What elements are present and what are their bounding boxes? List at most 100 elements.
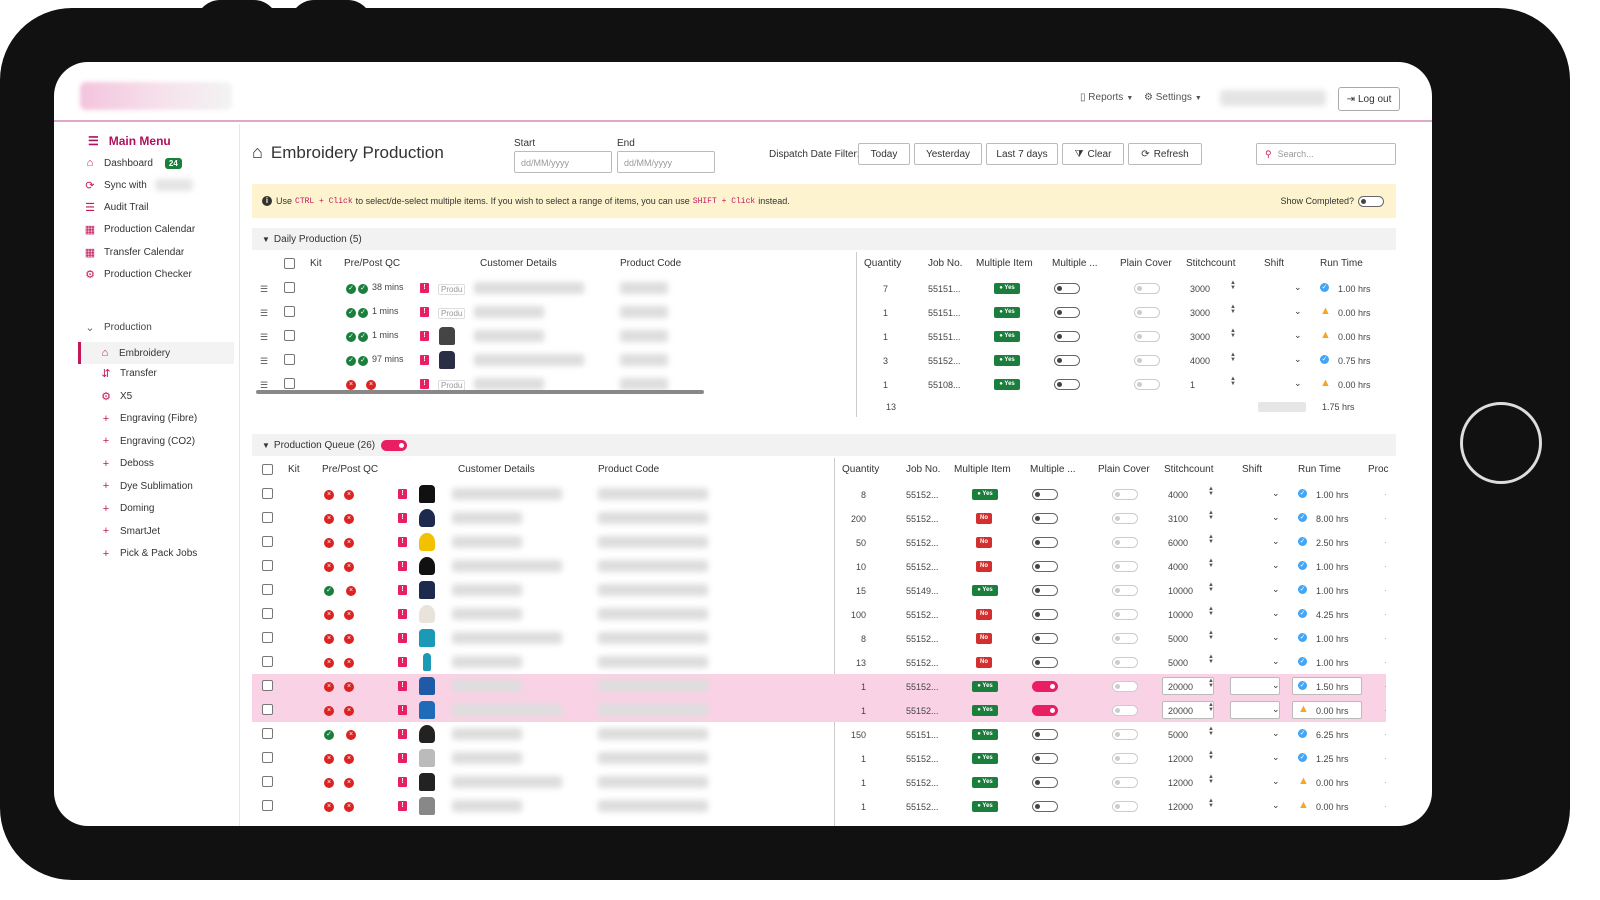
- priority-flag-icon[interactable]: !: [398, 633, 407, 643]
- stepper-icon[interactable]: ▲ ▼: [1208, 582, 1214, 593]
- priority-flag-icon[interactable]: !: [398, 513, 407, 523]
- stitchcount-value[interactable]: 1: [1190, 380, 1196, 390]
- priority-flag-icon[interactable]: !: [420, 307, 429, 317]
- plain-cover-toggle[interactable]: [1112, 753, 1138, 764]
- chevron-down-icon[interactable]: ⌄: [1272, 608, 1280, 618]
- stepper-icon[interactable]: ▲ ▼: [1208, 750, 1214, 761]
- row-checkbox[interactable]: [284, 306, 295, 317]
- job-number[interactable]: 55152...: [906, 634, 939, 644]
- priority-flag-icon[interactable]: !: [398, 729, 407, 739]
- stepper-icon[interactable]: ▲ ▼: [1208, 510, 1214, 521]
- stepper-icon[interactable]: ▲ ▼: [1230, 304, 1236, 315]
- job-number[interactable]: 55152...: [906, 778, 939, 788]
- stepper-icon[interactable]: ▲ ▼: [1208, 702, 1214, 713]
- chevron-down-icon[interactable]: ⌄: [1294, 378, 1302, 388]
- column-header-qc[interactable]: Pre/Post QC: [322, 464, 379, 475]
- plain-cover-toggle[interactable]: [1112, 729, 1138, 740]
- job-number[interactable]: 55152...: [906, 538, 939, 548]
- column-header-shift[interactable]: Shift: [1264, 258, 1285, 269]
- job-number[interactable]: 55108...: [928, 380, 961, 390]
- sidebar-subitem[interactable]: + Deboss: [100, 455, 154, 473]
- multiple-toggle[interactable]: [1032, 705, 1058, 716]
- chevron-down-icon[interactable]: ⌄: [1272, 776, 1280, 786]
- plain-cover-toggle[interactable]: [1134, 355, 1160, 366]
- multiple-toggle[interactable]: [1032, 609, 1058, 620]
- stepper-icon[interactable]: ▲ ▼: [1208, 774, 1214, 785]
- multiple-toggle[interactable]: [1054, 307, 1080, 318]
- table-row[interactable]: × ×! 1 55152... ● Yes 12000 ▲ ▼ ⌄ ✓ 1.25 hrs ·: [252, 746, 1387, 770]
- stepper-icon[interactable]: ▲ ▼: [1230, 376, 1236, 387]
- priority-flag-icon[interactable]: !: [398, 561, 407, 571]
- chevron-down-icon[interactable]: ⌄: [1272, 800, 1280, 810]
- column-header-plain[interactable]: Plain Cover: [1098, 464, 1150, 475]
- plain-cover-toggle[interactable]: [1134, 283, 1160, 294]
- plain-cover-toggle[interactable]: [1112, 801, 1138, 812]
- table-row[interactable]: ☰ ✓ ✓ 1 mins! 1 55151... ● Yes 3000 ▲ ▼ ⌄ ▲ 0.00 hr…: [252, 324, 1386, 348]
- multiple-toggle[interactable]: [1032, 489, 1058, 500]
- end-date-input[interactable]: dd/MM/yyyy: [617, 151, 715, 173]
- table-row[interactable]: × ×! 100 55152... No 10000 ▲ ▼ ⌄ ✓ 4.25 hrs ·: [252, 602, 1387, 626]
- priority-flag-icon[interactable]: !: [398, 753, 407, 763]
- multiple-toggle[interactable]: [1032, 801, 1058, 812]
- plain-cover-toggle[interactable]: [1112, 513, 1138, 524]
- priority-flag-icon[interactable]: !: [420, 379, 429, 389]
- stitchcount-value[interactable]: 12000: [1168, 778, 1194, 788]
- shift-select[interactable]: [1230, 701, 1280, 719]
- row-checkbox[interactable]: [262, 512, 273, 523]
- plain-cover-toggle[interactable]: [1112, 705, 1138, 716]
- column-header-stitch[interactable]: Stitchcount: [1164, 464, 1214, 475]
- stitchcount-value[interactable]: 5000: [1168, 658, 1189, 668]
- row-checkbox[interactable]: [284, 354, 295, 365]
- multiple-toggle[interactable]: [1032, 561, 1058, 572]
- row-checkbox[interactable]: [262, 608, 273, 619]
- row-checkbox[interactable]: [262, 776, 273, 787]
- sidebar-subitem[interactable]: ⇵ Transfer: [100, 365, 156, 383]
- start-date-input[interactable]: dd/MM/yyyy: [514, 151, 612, 173]
- plain-cover-toggle[interactable]: [1134, 331, 1160, 342]
- show-completed-toggle[interactable]: [1358, 195, 1384, 207]
- stepper-icon[interactable]: ▲ ▼: [1208, 606, 1214, 617]
- stitchcount-input[interactable]: [1162, 677, 1214, 695]
- job-number[interactable]: 55152...: [906, 514, 939, 524]
- sidebar-subitem[interactable]: + Dye Sublimation: [100, 477, 193, 495]
- multiple-toggle[interactable]: [1054, 283, 1080, 294]
- table-row[interactable]: × ×! 1 55152... ● Yes 12000 ▲ ▼ ⌄ ▲ 0.00 hrs ·: [252, 794, 1387, 818]
- stitchcount-value[interactable]: 12000: [1168, 802, 1194, 812]
- stitchcount-value[interactable]: 10000: [1168, 610, 1194, 620]
- chevron-down-icon[interactable]: ⌄: [1272, 656, 1280, 666]
- daily-production-header[interactable]: ▼ Daily Production (5): [252, 228, 1396, 250]
- yesterday-button[interactable]: Yesterday: [914, 143, 982, 165]
- job-number[interactable]: 55151...: [928, 284, 961, 294]
- tablet-home-button[interactable]: [1460, 402, 1542, 484]
- priority-flag-icon[interactable]: !: [398, 489, 407, 499]
- production-queue-header[interactable]: ▼ Production Queue (26): [252, 434, 1396, 456]
- chevron-down-icon[interactable]: ⌄: [1272, 536, 1280, 546]
- job-number[interactable]: 55151...: [928, 308, 961, 318]
- sidebar-subitem[interactable]: + Doming: [100, 500, 155, 518]
- sidebar-subitem[interactable]: + Pick & Pack Jobs: [100, 545, 197, 563]
- column-header-customer[interactable]: Customer Details: [480, 258, 557, 269]
- refresh-button[interactable]: ⟳ Refresh: [1128, 143, 1202, 165]
- stepper-icon[interactable]: ▲ ▼: [1230, 352, 1236, 363]
- multiple-toggle[interactable]: [1054, 331, 1080, 342]
- last-7-days-button[interactable]: Last 7 days: [986, 143, 1058, 165]
- multiple-toggle[interactable]: [1032, 633, 1058, 644]
- table-row[interactable]: × ×! 13 55152... No 5000 ▲ ▼ ⌄ ✓ 1.00 hrs ·: [252, 650, 1387, 674]
- multiple-toggle[interactable]: [1032, 753, 1058, 764]
- stitchcount-input[interactable]: [1162, 701, 1214, 719]
- job-number[interactable]: 55151...: [928, 332, 961, 342]
- stitchcount-value[interactable]: 4000: [1168, 562, 1189, 572]
- row-checkbox[interactable]: [262, 584, 273, 595]
- plain-cover-toggle[interactable]: [1112, 681, 1138, 692]
- stitchcount-value[interactable]: 3000: [1190, 284, 1211, 294]
- column-header-kit[interactable]: Kit: [288, 464, 300, 475]
- stepper-icon[interactable]: ▲ ▼: [1230, 280, 1236, 291]
- table-row[interactable]: ☰ × ×! Produ 1 55108... ● Yes 1 ▲ ▼ ⌄ ▲ 0.00 hrs: [260, 376, 1371, 391]
- plain-cover-toggle[interactable]: [1112, 777, 1138, 788]
- stitchcount-value[interactable]: 6000: [1168, 538, 1189, 548]
- job-number[interactable]: 55152...: [906, 562, 939, 572]
- column-header-run[interactable]: Run Time: [1320, 258, 1363, 269]
- row-checkbox[interactable]: [262, 560, 273, 571]
- table-row[interactable]: ☰ ✓ ✓ 1 mins! Produ 1 55151... ● Yes 3000 ▲ ▼ ⌄ ▲ 0.…: [260, 304, 1371, 319]
- chevron-down-icon[interactable]: ⌄: [1272, 512, 1280, 522]
